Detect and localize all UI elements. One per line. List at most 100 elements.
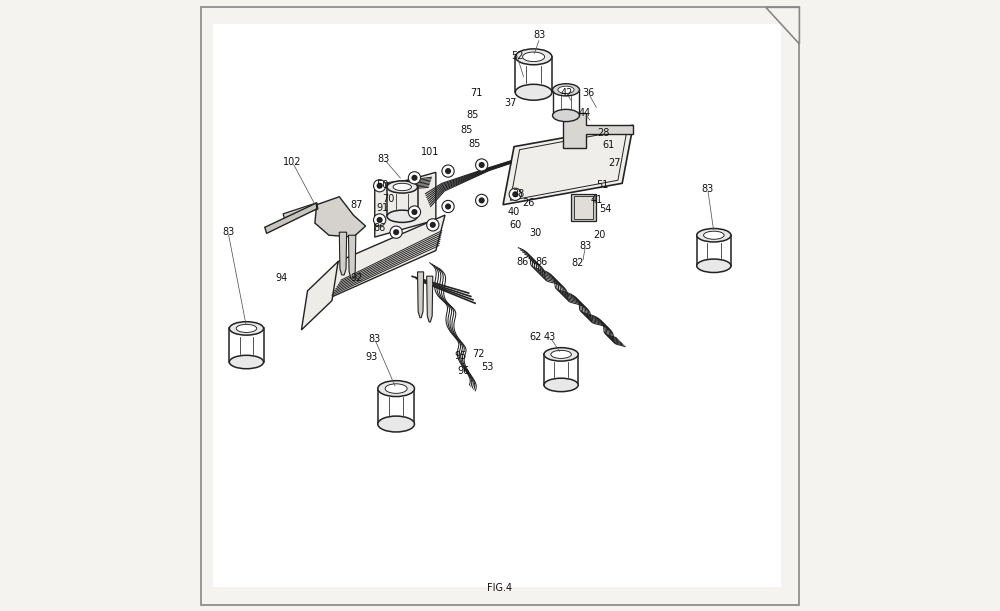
Text: 36: 36 (582, 89, 595, 98)
Text: 83: 83 (534, 31, 546, 40)
Text: 72: 72 (472, 349, 485, 359)
Text: 102: 102 (283, 157, 302, 167)
Text: 92: 92 (350, 273, 363, 283)
Ellipse shape (558, 86, 574, 93)
Polygon shape (427, 276, 433, 322)
Ellipse shape (523, 52, 545, 62)
Ellipse shape (236, 324, 257, 332)
Ellipse shape (229, 321, 264, 335)
Polygon shape (339, 232, 347, 275)
Text: 20: 20 (593, 230, 605, 240)
Text: 41: 41 (590, 196, 603, 205)
Polygon shape (563, 113, 633, 148)
Ellipse shape (704, 231, 724, 240)
Text: 85: 85 (468, 139, 481, 148)
Text: 87: 87 (350, 200, 363, 210)
Text: 86: 86 (535, 257, 548, 266)
Polygon shape (418, 272, 424, 318)
Circle shape (430, 222, 436, 228)
Text: 38: 38 (512, 189, 524, 199)
Text: 83: 83 (378, 154, 390, 164)
Circle shape (390, 226, 402, 238)
Text: 51: 51 (596, 180, 609, 189)
Text: 96: 96 (457, 366, 469, 376)
Circle shape (479, 162, 485, 168)
Text: 52: 52 (511, 51, 523, 61)
Circle shape (411, 175, 418, 181)
Text: 95: 95 (454, 351, 466, 360)
Circle shape (445, 168, 451, 174)
Polygon shape (315, 197, 366, 237)
Text: 70: 70 (383, 194, 395, 203)
Text: 53: 53 (482, 362, 494, 371)
Circle shape (377, 183, 383, 189)
Text: 83: 83 (702, 185, 714, 194)
Text: 60: 60 (509, 220, 521, 230)
Ellipse shape (229, 356, 264, 368)
Circle shape (509, 188, 521, 200)
Circle shape (476, 194, 488, 207)
Text: 26: 26 (523, 198, 535, 208)
Ellipse shape (553, 84, 579, 96)
Text: 94: 94 (275, 273, 287, 283)
Circle shape (377, 217, 383, 223)
Text: 83: 83 (579, 241, 592, 251)
Polygon shape (283, 203, 318, 220)
Text: 85: 85 (466, 110, 479, 120)
Polygon shape (301, 262, 338, 330)
Ellipse shape (378, 416, 414, 432)
Text: 54: 54 (599, 204, 611, 214)
Polygon shape (375, 172, 436, 237)
Text: 85: 85 (460, 125, 473, 135)
Text: 50: 50 (377, 180, 389, 189)
Circle shape (479, 197, 485, 203)
Circle shape (442, 165, 454, 177)
Text: 91: 91 (377, 203, 389, 213)
Polygon shape (766, 7, 799, 44)
Polygon shape (329, 215, 445, 298)
Circle shape (476, 159, 488, 171)
Text: 27: 27 (609, 158, 621, 168)
Text: 61: 61 (603, 141, 615, 150)
Circle shape (512, 191, 518, 197)
Text: 71: 71 (471, 88, 483, 98)
FancyBboxPatch shape (571, 194, 596, 221)
Ellipse shape (551, 350, 571, 359)
Text: 62: 62 (529, 332, 542, 342)
Ellipse shape (387, 210, 418, 222)
Circle shape (408, 206, 421, 218)
Text: 101: 101 (421, 147, 439, 156)
Ellipse shape (393, 183, 411, 191)
Ellipse shape (515, 49, 552, 65)
Ellipse shape (378, 381, 414, 397)
Ellipse shape (697, 229, 731, 242)
Circle shape (374, 214, 386, 226)
FancyBboxPatch shape (574, 196, 593, 219)
Text: 93: 93 (366, 353, 378, 362)
Circle shape (393, 229, 399, 235)
Circle shape (442, 200, 454, 213)
Circle shape (411, 209, 418, 215)
Text: 83: 83 (369, 334, 381, 344)
FancyBboxPatch shape (213, 24, 781, 587)
Polygon shape (503, 125, 633, 205)
Text: 40: 40 (507, 207, 520, 217)
Ellipse shape (387, 181, 418, 193)
Polygon shape (348, 235, 356, 278)
Circle shape (445, 203, 451, 210)
Text: 43: 43 (544, 332, 556, 342)
Circle shape (374, 180, 386, 192)
Ellipse shape (385, 384, 407, 393)
Text: 42: 42 (561, 89, 573, 98)
Text: 44: 44 (578, 108, 590, 118)
Ellipse shape (544, 378, 578, 392)
Ellipse shape (544, 348, 578, 361)
Circle shape (427, 219, 439, 231)
Circle shape (408, 172, 421, 184)
Text: FIG.4: FIG.4 (487, 583, 513, 593)
Text: 83: 83 (222, 227, 234, 237)
Ellipse shape (697, 259, 731, 273)
Text: 86: 86 (374, 223, 386, 233)
Text: 37: 37 (505, 98, 517, 108)
Text: 30: 30 (529, 229, 542, 238)
